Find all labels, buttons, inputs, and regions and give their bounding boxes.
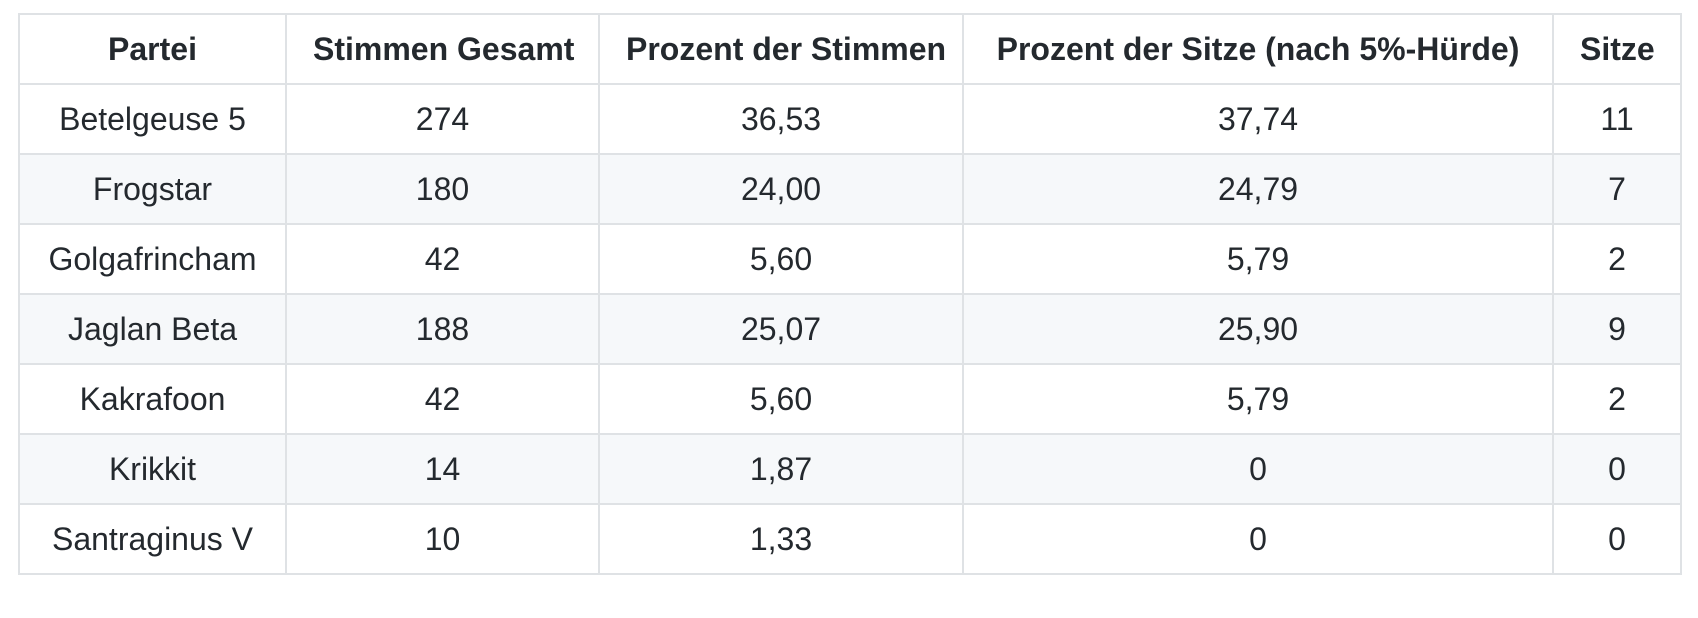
table-cell: 10 <box>285 503 600 575</box>
table-cell: 24,79 <box>962 153 1554 225</box>
table-row: Santraginus V 10 1,33 0 0 <box>18 503 1682 575</box>
table-cell: 11 <box>1552 83 1682 155</box>
table-header-row: Partei Stimmen Gesamt Prozent der Stimmen P… <box>18 13 1682 85</box>
party-name-cell: Golgafrincham <box>18 223 287 295</box>
table-cell: 2 <box>1552 223 1682 295</box>
table-cell: 36,53 <box>598 83 964 155</box>
column-header-prozent-der-stimmen: Prozent der Stimmen <box>598 13 964 85</box>
party-name-cell: Santraginus V <box>18 503 287 575</box>
table-cell: 5,79 <box>962 223 1554 295</box>
table-cell: 25,07 <box>598 293 964 365</box>
table-row: Kakrafoon 42 5,60 5,79 2 <box>18 363 1682 435</box>
table-cell: 42 <box>285 223 600 295</box>
table-cell: 188 <box>285 293 600 365</box>
column-header-prozent-der-sitze: Prozent der Sitze (nach 5%-Hürde) <box>962 13 1554 85</box>
table-cell: 7 <box>1552 153 1682 225</box>
table-cell: 37,74 <box>962 83 1554 155</box>
table-cell: 0 <box>1552 433 1682 505</box>
table-row: Betelgeuse 5 274 36,53 37,74 11 <box>18 83 1682 155</box>
table-row: Krikkit 14 1,87 0 0 <box>18 433 1682 505</box>
table-cell: 0 <box>962 433 1554 505</box>
table-cell: 1,87 <box>598 433 964 505</box>
table-cell: 2 <box>1552 363 1682 435</box>
party-name-cell: Krikkit <box>18 433 287 505</box>
column-header-sitze: Sitze <box>1552 13 1682 85</box>
table-cell: 5,60 <box>598 363 964 435</box>
table-cell: 0 <box>1552 503 1682 575</box>
column-header-partei: Partei <box>18 13 287 85</box>
party-results-table: Partei Stimmen Gesamt Prozent der Stimmen P… <box>18 13 1682 575</box>
table-cell: 180 <box>285 153 600 225</box>
party-name-cell: Betelgeuse 5 <box>18 83 287 155</box>
table-row: Golgafrincham 42 5,60 5,79 2 <box>18 223 1682 295</box>
party-name-cell: Kakrafoon <box>18 363 287 435</box>
table-cell: 0 <box>962 503 1554 575</box>
table-cell: 24,00 <box>598 153 964 225</box>
table-cell: 14 <box>285 433 600 505</box>
column-header-stimmen-gesamt: Stimmen Gesamt <box>285 13 600 85</box>
table-cell: 5,79 <box>962 363 1554 435</box>
table-row: Jaglan Beta 188 25,07 25,90 9 <box>18 293 1682 365</box>
table-cell: 25,90 <box>962 293 1554 365</box>
table-header: Partei Stimmen Gesamt Prozent der Stimmen P… <box>18 13 1682 85</box>
table-cell: 42 <box>285 363 600 435</box>
table-cell: 9 <box>1552 293 1682 365</box>
party-name-cell: Frogstar <box>18 153 287 225</box>
party-name-cell: Jaglan Beta <box>18 293 287 365</box>
table-cell: 1,33 <box>598 503 964 575</box>
table-cell: 274 <box>285 83 600 155</box>
table-row: Frogstar 180 24,00 24,79 7 <box>18 153 1682 225</box>
table-body: Betelgeuse 5 274 36,53 37,74 11 Frogstar 180 24… <box>18 83 1682 575</box>
table-cell: 5,60 <box>598 223 964 295</box>
